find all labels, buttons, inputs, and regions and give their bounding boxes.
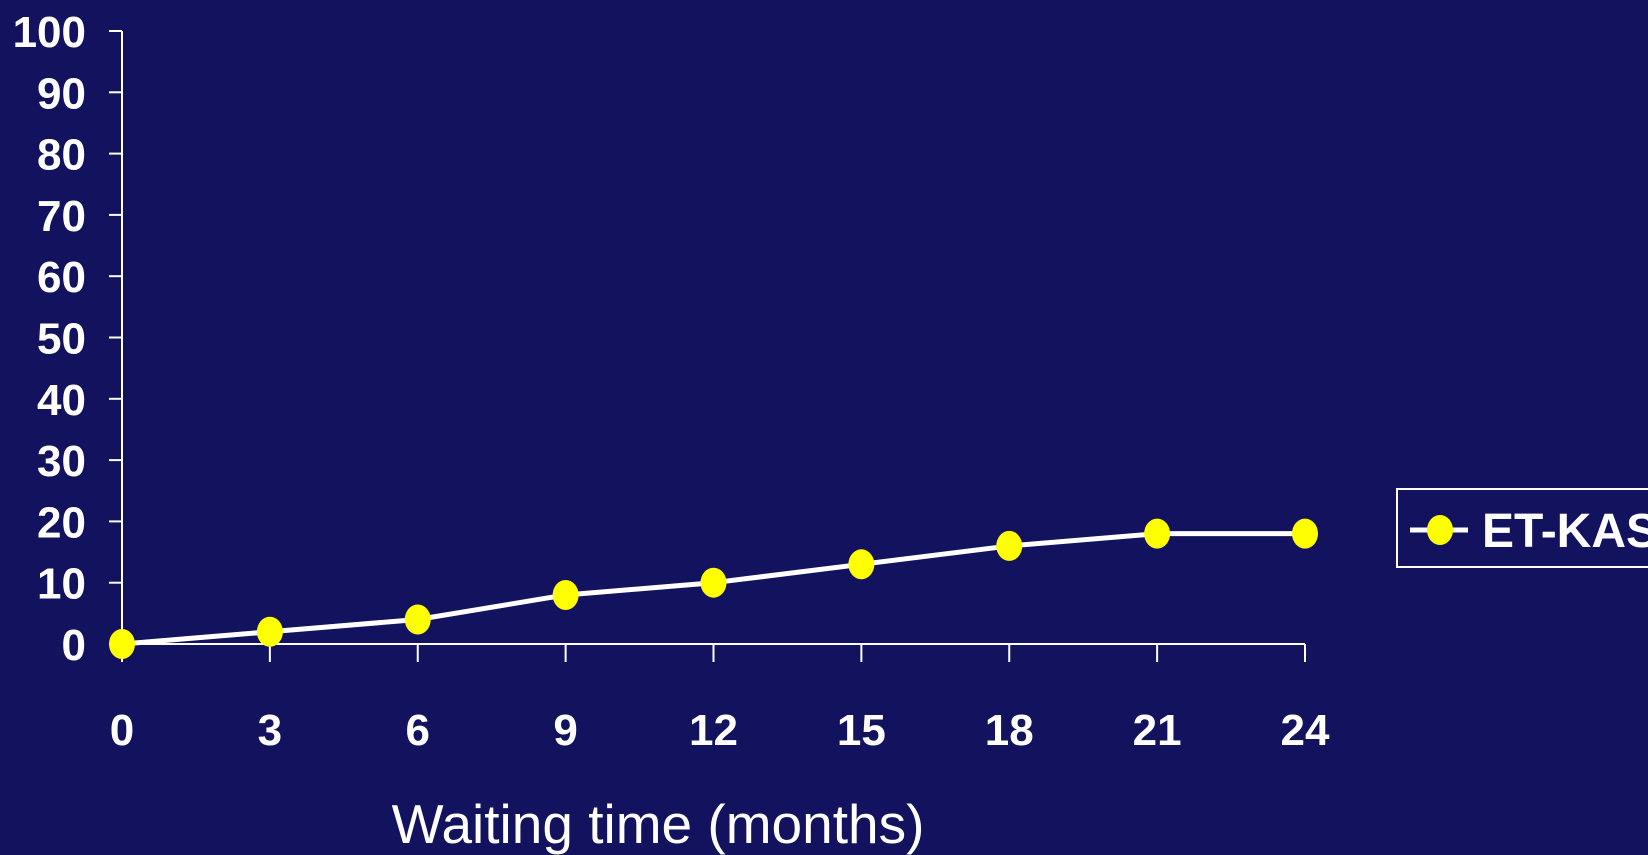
y-tick-label: 80 [37, 131, 86, 180]
data-point [1292, 518, 1318, 549]
y-tick-label: 90 [37, 69, 86, 118]
y-tick-label: 60 [37, 253, 86, 302]
x-tick-label: 24 [1281, 706, 1330, 755]
x-tick-label: 3 [258, 706, 282, 755]
data-point [552, 579, 579, 610]
y-tick-label: 100 [13, 8, 86, 57]
y-tick-label: 20 [37, 498, 86, 547]
x-tick-label: 21 [1133, 706, 1182, 755]
plot-area [109, 518, 1318, 659]
data-point [700, 567, 727, 598]
data-point [256, 616, 283, 647]
legend: ET-KAS [1396, 488, 1648, 568]
y-tick-label: 10 [37, 560, 86, 609]
data-point [1144, 518, 1171, 549]
legend-box [1396, 488, 1648, 568]
data-point [996, 530, 1023, 561]
y-tick-label: 70 [37, 192, 86, 241]
x-tick-label: 18 [985, 706, 1034, 755]
y-tick-label: 40 [37, 376, 86, 425]
y-tick-label: 0 [62, 621, 86, 670]
data-point [404, 604, 431, 635]
x-tick-label: 12 [689, 706, 738, 755]
x-axis: 0 3 6 9 12 15 18 21 24 [110, 643, 1330, 755]
y-axis: 0 10 20 30 40 50 60 70 80 90 100 [13, 8, 123, 670]
x-tick-label: 6 [406, 706, 430, 755]
legend-label: ET-KAS [1482, 505, 1648, 558]
data-point [848, 549, 875, 580]
y-tick-label: 50 [37, 315, 86, 364]
x-tick-label: 15 [837, 706, 886, 755]
x-tick-label: 9 [553, 706, 577, 755]
y-tick-label: 30 [37, 437, 86, 486]
data-point [109, 629, 135, 659]
x-axis-title: Waiting time (months) [392, 793, 925, 855]
x-tick-label: 0 [110, 706, 134, 755]
legend-marker [1427, 515, 1453, 545]
